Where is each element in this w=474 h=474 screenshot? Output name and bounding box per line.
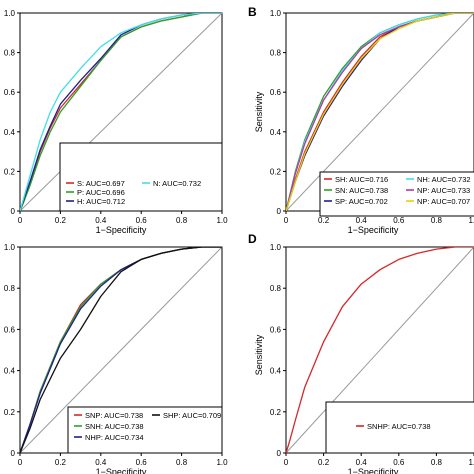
legend-entry: NP: AUC=0.733 [417, 186, 470, 195]
legend-entry: S: AUC=0.697 [77, 179, 125, 188]
y-tick-label: 0.2 [270, 167, 282, 176]
y-tick-label: 0.4 [270, 128, 282, 137]
y-tick-label: 1.0 [4, 243, 16, 252]
legend-box [319, 171, 474, 217]
x-tick-label: 0.8 [176, 458, 188, 467]
x-tick-label: 0.6 [136, 458, 148, 467]
y-tick-label: 0 [11, 207, 16, 216]
roc-curve-4 [20, 13, 222, 211]
x-axis-label: 1−Specificity [96, 225, 147, 235]
x-tick-label: 0.6 [393, 216, 405, 225]
x-tick-label: 0.6 [393, 458, 405, 467]
x-tick-label: 0.2 [55, 216, 67, 225]
legend-entry: SN: AUC=0.738 [335, 186, 388, 195]
x-tick-label: 0.2 [55, 458, 67, 467]
legend-entry: SNH: AUC=0.738 [85, 422, 144, 431]
y-tick-label: 0.8 [270, 49, 282, 58]
x-tick-label: 1.0 [216, 216, 228, 225]
y-tick-label: 0.6 [270, 325, 282, 334]
x-tick-label: 0.4 [95, 216, 107, 225]
reference-diagonal [19, 246, 223, 454]
legend-box [325, 401, 474, 454]
x-tick-label: 0.4 [356, 458, 368, 467]
y-tick-label: 0.8 [4, 49, 16, 58]
roc-curve-4 [20, 247, 222, 453]
y-tick-label: 0.8 [270, 284, 282, 293]
x-tick-label: 0 [18, 458, 23, 467]
legend: SNHP: AUC=0.738 [325, 401, 474, 454]
y-tick-label: 0.2 [270, 408, 282, 417]
panel-label: B [248, 5, 257, 19]
x-tick-label: 0.8 [176, 216, 188, 225]
x-axis-label: 1−Specificity [96, 467, 147, 474]
y-tick-label: 0.4 [270, 367, 282, 376]
legend-entry: SNP: AUC=0.738 [85, 411, 143, 420]
reference-diagonal [285, 246, 474, 454]
y-tick-label: 0.2 [4, 167, 16, 176]
y-tick-label: 0.8 [4, 284, 16, 293]
roc-curve-1 [286, 247, 474, 453]
y-tick-label: 1.0 [4, 9, 16, 18]
legend-entry: SHP: AUC=0.709 [163, 411, 221, 420]
y-tick-label: 0.6 [4, 88, 16, 97]
legend-entry: NP: AUC=0.707 [417, 197, 470, 206]
panel-label: D [248, 232, 257, 246]
reference-diagonal [285, 12, 474, 212]
x-tick-label: 0.4 [95, 458, 107, 467]
legend-entry: NHP: AUC=0.734 [85, 433, 144, 442]
roc-panel-1: 0 0.2 0.4 0.6 0.8 1.0 0 0.2 0.4 0.6 0.8 1.0 1−Specif… [4, 9, 228, 235]
x-tick-label: 0.2 [318, 458, 330, 467]
legend-entry: P: AUC=0.696 [77, 188, 125, 197]
legend-entry: NH: AUC=0.732 [417, 175, 471, 184]
reference-diagonal [19, 12, 223, 212]
y-tick-label: 1.0 [270, 243, 282, 252]
legend-entry: SP: AUC=0.702 [335, 197, 388, 206]
legend-entry: N: AUC=0.732 [153, 179, 201, 188]
legend: SNP: AUC=0.738 SNH: AUC=0.738 NHP: AUC=0.7… [67, 406, 223, 454]
roc-panel-2: 0 0.2 0.4 0.6 0.8 1.0 0 0.2 0.4 0.6 0.8 1.0 1−Specif… [248, 5, 474, 235]
x-tick-label: 1.0 [468, 216, 474, 225]
x-tick-label: 0.6 [136, 216, 148, 225]
x-tick-label: 1.0 [216, 458, 228, 467]
y-tick-label: 0.2 [4, 408, 16, 417]
y-tick-label: 0 [277, 449, 282, 458]
x-tick-label: 1.0 [468, 458, 474, 467]
x-tick-label: 0 [284, 216, 289, 225]
x-axis-label: 1−Specificity [348, 225, 399, 235]
roc-curve-6 [286, 13, 474, 211]
y-tick-label: 0.6 [270, 88, 282, 97]
legend-entry: SH: AUC=0.716 [335, 175, 388, 184]
x-tick-label: 0 [284, 458, 289, 467]
roc-curve-2 [20, 13, 222, 211]
legend-entry: SNHP: AUC=0.738 [367, 422, 431, 431]
x-tick-label: 0.4 [356, 216, 368, 225]
y-tick-label: 0.6 [4, 325, 16, 334]
x-tick-label: 0.8 [431, 216, 443, 225]
x-tick-label: 0 [18, 216, 23, 225]
y-tick-label: 0 [11, 449, 16, 458]
legend-box [59, 142, 223, 212]
y-tick-label: 0.4 [4, 367, 16, 376]
legend: SH: AUC=0.716 SN: AUC=0.738 SP: AUC=0.702 N… [319, 171, 474, 217]
y-tick-label: 1.0 [270, 9, 282, 18]
roc-panel-4: 0 0.2 0.4 0.6 0.8 1.0 0 0.2 0.4 0.6 0.8 1.0 1−Specif… [248, 232, 474, 474]
x-tick-label: 0.2 [318, 216, 330, 225]
legend-box [67, 406, 223, 454]
y-tick-label: 0.4 [4, 128, 16, 137]
y-axis-label: Sensitivity [254, 91, 264, 132]
roc-panel-3: 0 0.2 0.4 0.6 0.8 1.0 0 0.2 0.4 0.6 0.8 1.0 1−Specif… [4, 243, 228, 474]
x-tick-label: 0.8 [431, 458, 443, 467]
legend-entry: H: AUC=0.712 [77, 197, 125, 206]
y-tick-label: 0 [277, 207, 282, 216]
y-axis-label: Sensitivity [254, 334, 264, 375]
x-axis-label: 1−Specificity [348, 467, 399, 474]
